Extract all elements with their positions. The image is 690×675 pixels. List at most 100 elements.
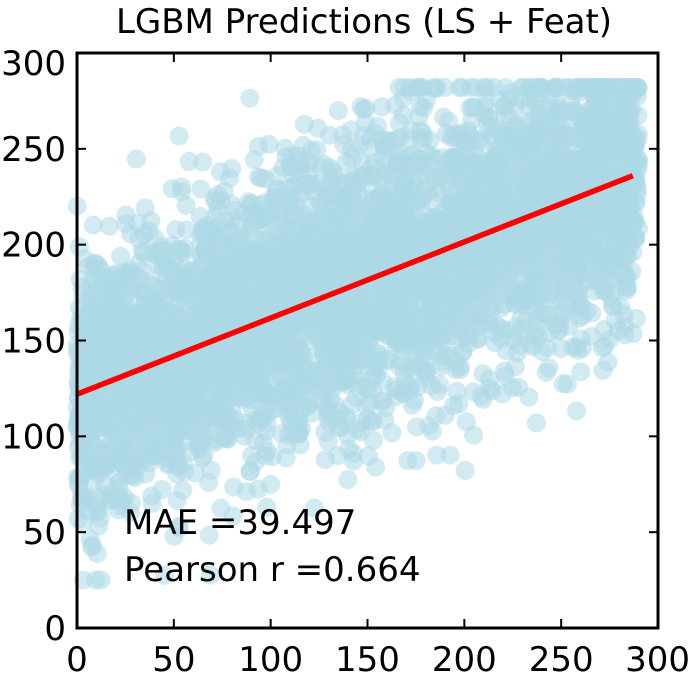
scatter-point — [404, 174, 424, 194]
x-tick-label: 200 — [432, 640, 497, 675]
scatter-point — [136, 290, 156, 310]
scatter-point — [491, 318, 511, 338]
scatter-point — [155, 427, 175, 447]
scatter-point — [578, 106, 598, 126]
scatter-point — [199, 525, 219, 545]
y-tick-label: 0 — [44, 609, 66, 649]
scatter-point — [341, 120, 361, 140]
scatter-point — [587, 262, 607, 282]
scatter-point — [133, 261, 153, 281]
x-tick-label: 0 — [66, 640, 88, 675]
regression-line — [75, 173, 634, 397]
scatter-point — [146, 400, 166, 420]
scatter-point — [338, 291, 358, 311]
scatter-point — [176, 195, 196, 215]
scatter-point — [453, 172, 473, 192]
scatter-point — [162, 179, 182, 199]
scatter-point — [477, 78, 497, 97]
scatter-point — [167, 305, 187, 325]
scatter-point — [302, 196, 322, 216]
scatter-point — [199, 246, 219, 266]
scatter-point — [241, 193, 261, 213]
scatter-point — [279, 396, 299, 416]
scatter-point — [593, 104, 613, 124]
scatter-point — [526, 413, 546, 433]
scatter-point — [187, 365, 207, 385]
scatter-point — [368, 189, 388, 209]
scatter-point — [482, 381, 502, 401]
scatter-point — [333, 372, 353, 392]
x-tick-label: 250 — [529, 640, 594, 675]
scatter-point — [233, 227, 253, 247]
scatter-point — [525, 251, 545, 271]
scatter-point — [375, 410, 395, 430]
x-tick-label: 50 — [152, 640, 195, 675]
scatter-point — [498, 237, 518, 257]
scatter-point — [366, 457, 386, 477]
chart-title: LGBM Predictions (LS + Feat) — [116, 2, 612, 42]
scatter-point — [386, 130, 406, 150]
scatter-point — [592, 191, 612, 211]
scatter-point — [474, 151, 494, 171]
scatter-point — [519, 387, 539, 407]
scatter-point — [283, 177, 303, 197]
scatter-point — [614, 305, 634, 325]
scatter-point — [327, 409, 347, 429]
scatter-point — [551, 339, 571, 359]
scatter-point — [240, 461, 260, 481]
scatter-point — [210, 284, 230, 304]
scatter-point — [464, 274, 484, 294]
scatter-point — [99, 216, 119, 236]
scatter-point — [253, 433, 273, 453]
scatter-point — [152, 480, 172, 500]
scatter-point — [264, 320, 284, 340]
scatter-point — [124, 277, 144, 297]
scatter-point — [595, 336, 615, 356]
scatter-point — [331, 267, 351, 287]
scatter-point — [233, 388, 253, 408]
scatter-point — [71, 489, 91, 509]
scatter-point — [228, 418, 248, 438]
scatter-point — [263, 190, 283, 210]
scatter-point — [495, 78, 515, 97]
scatter-point — [258, 207, 278, 227]
scatter-point — [208, 185, 228, 205]
scatter-point — [418, 216, 438, 236]
scatter-point — [138, 309, 158, 329]
scatter-point — [152, 382, 172, 402]
scatter-point — [174, 378, 194, 398]
scatter-point — [491, 140, 511, 160]
scatter-point — [508, 343, 528, 363]
scatter-point — [594, 320, 614, 340]
scatter-point — [395, 279, 415, 299]
scatter-point — [193, 152, 213, 172]
scatter-point — [126, 149, 146, 169]
scatter-point — [546, 314, 566, 334]
scatter-point — [389, 113, 409, 133]
scatter-point — [211, 264, 231, 284]
scatter-point — [393, 88, 413, 108]
scatter-point — [427, 258, 447, 278]
scatter-point — [363, 430, 383, 450]
scatter-point — [490, 163, 510, 183]
scatter-point — [481, 194, 501, 214]
scatter-point — [167, 490, 187, 510]
scatter-point — [446, 351, 466, 371]
scatter-point — [387, 326, 407, 346]
scatter-point — [363, 380, 383, 400]
scatter-point — [605, 280, 625, 300]
scatter-point — [527, 122, 547, 142]
scatter-point — [430, 375, 450, 395]
scatter-point — [417, 363, 437, 383]
scatter-point — [532, 342, 552, 362]
scatter-point — [251, 168, 271, 188]
scatter-point — [214, 346, 234, 366]
scatter-point — [522, 78, 542, 97]
scatter-point — [77, 426, 97, 446]
scatter-point — [315, 450, 335, 470]
scatter-point — [410, 149, 430, 169]
scatter-point — [525, 155, 545, 175]
scatter-point — [75, 320, 95, 340]
x-tick-label: 150 — [335, 640, 400, 675]
scatter-point — [166, 399, 186, 419]
